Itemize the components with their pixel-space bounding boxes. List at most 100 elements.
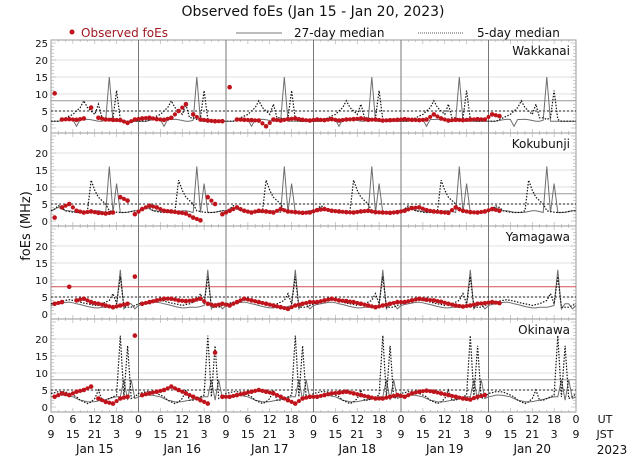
observed-point	[402, 208, 407, 214]
observed-point	[234, 299, 240, 305]
observed-point	[129, 119, 134, 124]
observed-point	[96, 396, 101, 401]
observed-point	[471, 302, 477, 307]
observed-point	[234, 117, 240, 122]
observed-point	[241, 296, 247, 302]
observed-point	[52, 215, 57, 220]
observed-point	[398, 117, 404, 122]
observed-point	[103, 399, 108, 405]
observed-point	[467, 117, 473, 122]
observed-point	[344, 389, 349, 395]
observed-point	[70, 391, 75, 396]
observed-point	[88, 384, 94, 389]
observed-point	[158, 117, 163, 122]
observed-point	[249, 389, 254, 395]
legend: Observed foEs 27-day median 5-day median	[69, 26, 560, 40]
y-tick-label: 0	[42, 217, 48, 228]
observed-point	[147, 203, 152, 208]
observed-point	[442, 300, 447, 305]
x-tick-label-jst: 15	[66, 428, 80, 441]
x-tick-label-ut: 18	[547, 413, 561, 426]
observed-point	[344, 209, 349, 215]
observed-point	[190, 394, 196, 400]
observed-point	[289, 116, 294, 121]
observed-point	[253, 299, 258, 304]
observed-point	[391, 393, 396, 399]
observed-point	[384, 118, 389, 123]
observed-point	[107, 400, 112, 405]
observed-point	[391, 210, 396, 215]
x-tick-label-jst: 3	[113, 428, 120, 441]
observed-point	[202, 299, 207, 304]
observed-point	[311, 394, 316, 399]
observed-point	[292, 303, 298, 308]
observed-point	[260, 300, 265, 306]
observed-point	[355, 116, 360, 121]
observed-point	[136, 209, 141, 214]
observed-point	[351, 210, 356, 215]
observed-point	[329, 391, 335, 396]
observed-point	[365, 303, 371, 308]
observed-point	[139, 206, 145, 212]
observed-point	[453, 117, 458, 123]
observed-point	[267, 390, 272, 395]
observed-point	[285, 116, 291, 122]
observed-point	[267, 120, 272, 125]
y-axis-label: foEs (MHz)	[19, 191, 34, 261]
observed-point	[460, 208, 466, 214]
observed-point	[278, 304, 283, 310]
observed-point	[238, 207, 243, 212]
x-tick-label-ut: 12	[88, 413, 102, 426]
observed-point	[114, 398, 119, 404]
observed-point	[384, 395, 389, 400]
observed-point	[355, 209, 360, 215]
observed-point	[154, 116, 160, 122]
observed-point	[183, 211, 189, 216]
day-label: Jan 15	[75, 442, 114, 456]
station-name: Okinawa	[518, 323, 570, 337]
median-27day-line	[50, 269, 577, 311]
observed-point	[172, 386, 178, 391]
observed-point	[486, 114, 491, 120]
observed-point	[482, 117, 488, 122]
observed-point	[74, 208, 79, 214]
observed-point	[110, 304, 116, 310]
observed-point	[66, 392, 72, 398]
observed-point	[453, 303, 458, 308]
y-tick-label: 0	[42, 124, 48, 135]
observed-point	[347, 299, 353, 304]
observed-point	[249, 117, 254, 123]
observed-point	[362, 302, 367, 307]
observed-point	[234, 392, 240, 398]
observed-point	[391, 300, 396, 306]
observed-point	[428, 389, 433, 394]
observed-point	[245, 297, 250, 302]
observed-point	[489, 112, 495, 117]
observed-point	[198, 296, 203, 302]
observed-point	[271, 391, 276, 396]
observed-point	[260, 209, 265, 214]
x-tick-label-jst: 21	[350, 428, 364, 441]
observed-point	[117, 194, 123, 200]
observed-point	[420, 389, 425, 394]
observed-point	[231, 393, 236, 399]
observed-point	[464, 209, 469, 214]
observed-point	[329, 208, 335, 214]
observed-point	[180, 389, 185, 394]
observed-point	[296, 398, 302, 404]
observed-point	[377, 396, 382, 401]
observed-point	[245, 390, 250, 395]
observed-point	[292, 116, 298, 121]
observed-point	[428, 208, 433, 213]
observed-point	[96, 301, 101, 307]
observed-point	[205, 194, 211, 200]
observed-point	[340, 117, 345, 123]
observed-point	[81, 210, 87, 215]
observed-point	[238, 392, 243, 397]
observed-point	[114, 117, 119, 123]
observed-point	[402, 116, 407, 122]
observed-point	[311, 300, 316, 305]
observed-point	[347, 390, 353, 395]
observed-point	[406, 117, 411, 122]
observed-point	[377, 117, 382, 123]
